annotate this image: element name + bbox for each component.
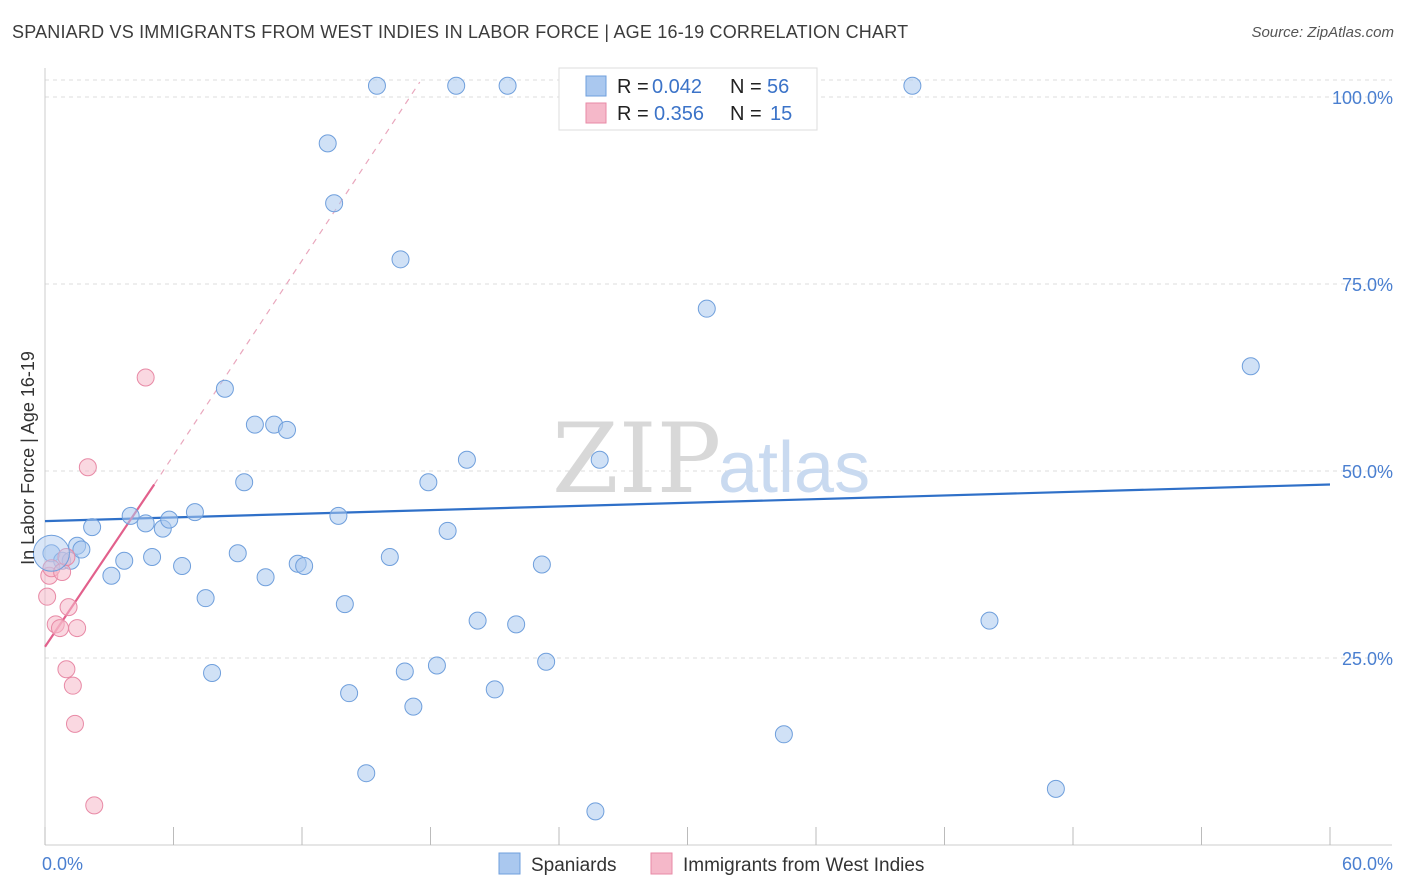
trendline-extension-west-indies	[153, 81, 421, 485]
y-tick-label: 100.0%	[1332, 88, 1393, 108]
point-spaniards	[1241, 357, 1260, 376]
point-spaniards	[160, 510, 179, 529]
label-layer: 25.0% 50.0% 75.0% 100.0% 0.0% 60.0%	[42, 88, 1393, 874]
legend-swatch-spaniards	[585, 75, 607, 97]
point-spaniards	[357, 764, 376, 783]
source-credit: Source: ZipAtlas.com	[1251, 24, 1394, 41]
point-west-indies	[50, 619, 69, 638]
legend-n-label-1: N =	[730, 76, 762, 98]
point-west-indies	[59, 598, 78, 617]
watermark-atlas: atlas	[718, 428, 870, 508]
point-spaniards	[278, 420, 297, 439]
watermark: ZIP atlas	[552, 403, 870, 515]
legend-swatch-west-indies	[585, 102, 607, 124]
bottom-legend-west-indies: Immigrants from West Indies	[683, 855, 924, 876]
bottom-legend-spaniards: Spaniards	[531, 855, 617, 876]
bottom-legend-swatch-spaniards	[498, 852, 521, 875]
point-west-indies	[85, 796, 104, 815]
point-spaniards	[438, 521, 457, 540]
point-spaniards	[427, 656, 446, 675]
point-spaniards	[335, 595, 354, 614]
legend: R = 0.042 N = 56 R = 0.356 N = 15	[558, 67, 818, 131]
point-spaniards	[391, 250, 410, 269]
chart-title: SPANIARD VS IMMIGRANTS FROM WEST INDIES …	[12, 22, 909, 42]
point-spaniards	[215, 379, 234, 398]
point-spaniards	[318, 134, 337, 153]
point-spaniards	[143, 548, 162, 567]
point-spaniards	[537, 652, 556, 671]
point-spaniards	[203, 663, 222, 682]
point-spaniards	[173, 556, 192, 575]
point-spaniards	[196, 589, 215, 608]
point-spaniards	[380, 548, 399, 567]
legend-r-label-1: R =	[617, 76, 649, 98]
point-spaniards	[457, 450, 476, 469]
grid-layer	[45, 79, 1392, 659]
point-spaniards	[532, 555, 551, 574]
watermark-zip: ZIP	[552, 403, 721, 515]
legend-r-value-2: 0.356	[654, 103, 704, 125]
point-west-indies	[38, 587, 57, 606]
point-spaniards	[980, 611, 999, 630]
point-spaniards	[903, 76, 922, 95]
point-spaniards	[485, 680, 504, 699]
point-spaniards	[256, 568, 275, 587]
point-west-indies	[68, 619, 87, 638]
point-spaniards	[245, 415, 264, 434]
point-spaniards	[774, 725, 793, 744]
point-west-indies	[65, 714, 84, 733]
point-west-indies	[136, 368, 155, 387]
point-spaniards	[1046, 779, 1065, 798]
y-tick-label: 50.0%	[1342, 462, 1393, 482]
legend-n-value-2: 15	[770, 103, 792, 125]
y-axis-label: In Labor Force | Age 16-19	[18, 351, 38, 565]
legend-n-value-1: 56	[767, 76, 789, 98]
bottom-legend-swatch-west-indies	[650, 852, 673, 875]
point-spaniards-cluster	[32, 534, 70, 572]
point-west-indies	[57, 548, 76, 567]
point-spaniards	[185, 503, 204, 522]
point-spaniards	[228, 544, 247, 563]
point-spaniards	[83, 518, 102, 537]
trendline-spaniards	[44, 483, 1331, 523]
point-spaniards	[121, 506, 140, 525]
bottom-legend: Spaniards Immigrants from West Indies	[498, 852, 924, 876]
point-spaniards	[468, 611, 487, 630]
point-spaniards	[590, 450, 609, 469]
point-spaniards	[295, 556, 314, 575]
point-spaniards	[404, 697, 423, 716]
point-spaniards	[329, 506, 348, 525]
axis-layer	[44, 68, 1392, 846]
legend-r-label-2: R =	[617, 103, 649, 125]
legend-n-label-2: N =	[730, 103, 762, 125]
legend-r-value-1: 0.042	[652, 76, 702, 98]
point-west-indies	[78, 458, 97, 477]
point-spaniards	[498, 76, 517, 95]
x-tick-label: 0.0%	[42, 854, 83, 874]
point-spaniards	[72, 540, 91, 559]
point-west-indies	[63, 676, 82, 695]
point-spaniards	[115, 551, 134, 570]
point-spaniards	[136, 514, 155, 533]
point-layer	[32, 76, 1260, 821]
point-spaniards	[325, 194, 344, 213]
point-spaniards	[447, 76, 466, 95]
point-spaniards	[235, 473, 254, 492]
point-spaniards	[367, 76, 386, 95]
point-spaniards	[395, 662, 414, 681]
point-spaniards	[586, 802, 605, 821]
point-spaniards	[507, 615, 526, 634]
point-spaniards	[102, 566, 121, 585]
point-spaniards	[419, 473, 438, 492]
point-west-indies	[57, 660, 76, 679]
y-tick-label: 25.0%	[1342, 649, 1393, 669]
y-tick-label: 75.0%	[1342, 275, 1393, 295]
x-tick-label: 60.0%	[1342, 854, 1393, 874]
point-spaniards	[340, 684, 359, 703]
point-spaniards	[697, 299, 716, 318]
